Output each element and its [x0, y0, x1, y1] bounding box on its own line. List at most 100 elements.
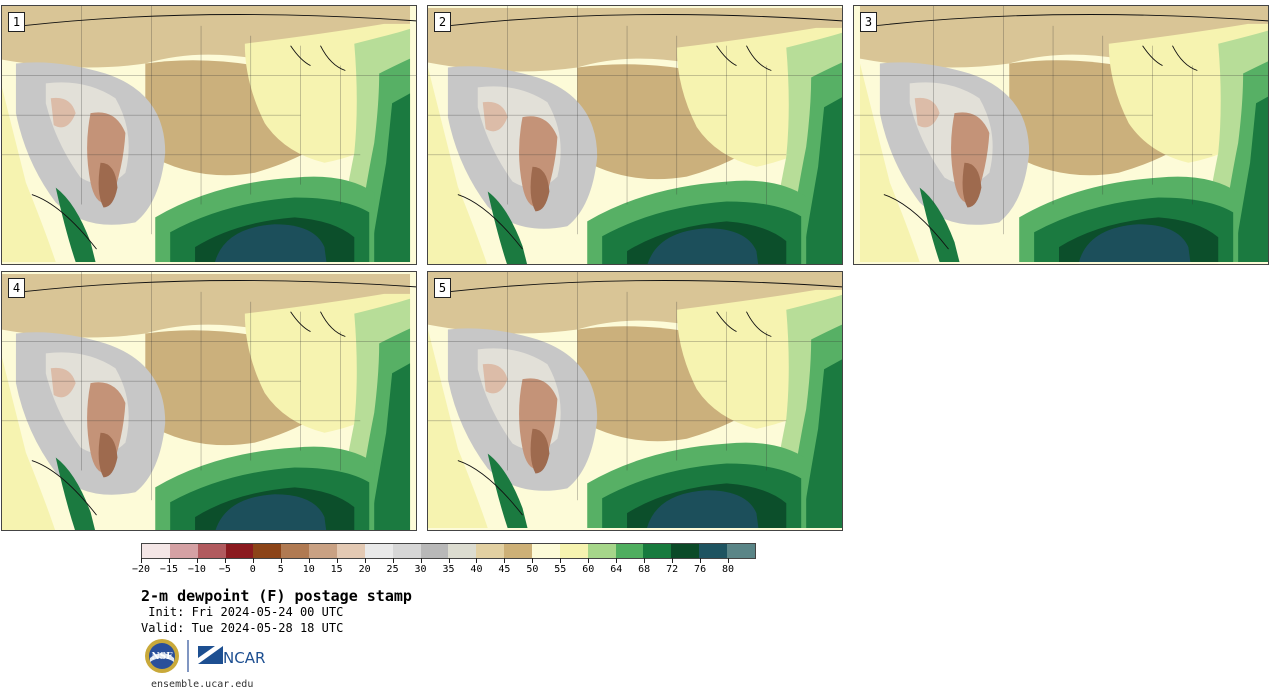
great-lakes-outline: [716, 311, 772, 337]
url-text: ensemble.ucar.edu: [151, 679, 254, 690]
gulf-of-mexico: [646, 490, 759, 529]
colorbar-tick: [504, 558, 506, 563]
colorbar-tick-label: 5: [277, 564, 284, 575]
southwest-driest: [962, 162, 982, 208]
great-lakes-outline: [1142, 45, 1198, 71]
dewpoint-map: [428, 272, 842, 529]
figure-title: 2-m dewpoint (F) postage stamp: [141, 587, 412, 605]
country-border: [21, 14, 416, 27]
colorbar-tick-label: 50: [526, 564, 539, 575]
colorbar-swatch: [643, 544, 672, 558]
colorbar-tick-label: 72: [666, 564, 679, 575]
map-panel-4: 4: [1, 271, 417, 531]
dewpoint-map: [428, 6, 842, 264]
colorbar-tick: [672, 558, 674, 563]
colorbar-tick: [196, 558, 198, 563]
colorbar-tick-label: −10: [187, 564, 206, 575]
colorbar-tick-label: 55: [554, 564, 567, 575]
great-lakes-outline: [290, 311, 346, 337]
pacific-coast: [2, 87, 56, 263]
dewpoint-map: [2, 6, 416, 263]
colorbar-swatch: [587, 544, 616, 558]
southwest-driest: [98, 432, 118, 478]
colorbar-tick-label: 76: [694, 564, 707, 575]
coastline: [457, 194, 523, 250]
colorbar-swatch: [448, 544, 477, 558]
gulf-of-mexico: [1078, 224, 1191, 263]
colorbar-tick: [224, 558, 226, 563]
colorbar-tick: [560, 558, 562, 563]
east-coast-very-humid: [369, 93, 411, 263]
colorbar-swatch: [364, 544, 393, 558]
colorbar-swatch: [559, 544, 588, 558]
colorbar-tick-label: −20: [131, 564, 151, 575]
east-coast-very-humid: [1233, 96, 1268, 263]
east-coast-very-humid: [369, 363, 411, 530]
gulf-of-mexico: [647, 228, 759, 264]
colorbar-tick: [616, 558, 618, 563]
colorbar-tick-label: −15: [159, 564, 178, 575]
basin-dry: [50, 367, 76, 398]
gulf-of-mexico: [215, 494, 327, 530]
great-lakes-outline: [716, 45, 772, 71]
map-panel-1: 1: [1, 5, 417, 265]
pacific-coast: [428, 67, 488, 264]
colorbar-swatch: [392, 544, 421, 558]
panel-number: 3: [860, 12, 877, 32]
colorbar-swatch: [532, 544, 560, 558]
colorbar-tick: [448, 558, 450, 563]
colorbar-tick-label: 80: [722, 564, 735, 575]
colorbar-swatch: [615, 544, 644, 558]
pacific-coast: [2, 357, 56, 530]
colorbar-swatch: [169, 544, 198, 558]
panel-number: 1: [8, 12, 25, 32]
colorbar-tick-label: 30: [414, 564, 427, 575]
colorbar-tick-label: 25: [386, 564, 399, 575]
colorbar-swatch: [225, 544, 254, 558]
colorbar-swatch: [699, 544, 728, 558]
pacific-coast: [428, 329, 488, 529]
country-border: [873, 14, 1268, 27]
coastline: [883, 194, 949, 250]
colorbar-swatch: [504, 544, 533, 558]
colorbar-tick: [336, 558, 338, 563]
colorbar-tick: [252, 558, 254, 563]
coastline: [31, 194, 97, 250]
init-time: Init: Fri 2024-05-24 00 UTC: [141, 605, 344, 619]
east-coast-very-humid: [801, 97, 842, 264]
country-border: [447, 280, 842, 293]
colorbar-swatch: [476, 544, 505, 558]
colorbar-tick-label: 40: [470, 564, 483, 575]
panel-number: 2: [434, 12, 451, 32]
colorbar-tick-label: 20: [358, 564, 371, 575]
colorbar-swatch: [309, 544, 338, 558]
colorbar-swatch: [197, 544, 226, 558]
country-border: [21, 280, 416, 293]
valid-time: Valid: Tue 2024-05-28 18 UTC: [141, 621, 344, 635]
colorbar-tick: [420, 558, 422, 563]
colorbar-swatch: [337, 544, 365, 558]
colorbar-tick: [280, 558, 282, 563]
basin-dry: [914, 97, 940, 128]
colorbar-tick: [700, 558, 702, 563]
southwest-driest: [530, 166, 550, 212]
basin-dry: [482, 363, 508, 394]
colorbar-tick-label: 45: [498, 564, 511, 575]
colorbar-tick: [644, 558, 646, 563]
nsf-logo-text: NSF: [151, 652, 173, 662]
colorbar-ticks: −20 −15 −10 −5 0 5 10 15 20 25 30 35 40 45 50 55 60 64 68 7…: [132, 558, 756, 580]
colorbar: [141, 543, 756, 559]
southwest-driest: [530, 428, 550, 474]
colorbar-tick-label: 0: [249, 564, 256, 575]
basin-dry: [50, 97, 76, 128]
colorbar-swatch: [671, 544, 700, 558]
ncar-logo-text: NCAR: [223, 649, 265, 667]
colorbar-tick: [476, 558, 478, 563]
colorbar-tick-label: 60: [582, 564, 595, 575]
colorbar-tick: [392, 558, 394, 563]
colorbar-tick: [532, 558, 534, 563]
country-border: [447, 14, 842, 27]
colorbar-tick: [308, 558, 310, 563]
map-panel-3: 3: [853, 5, 1269, 265]
great-lakes-outline: [290, 45, 346, 71]
